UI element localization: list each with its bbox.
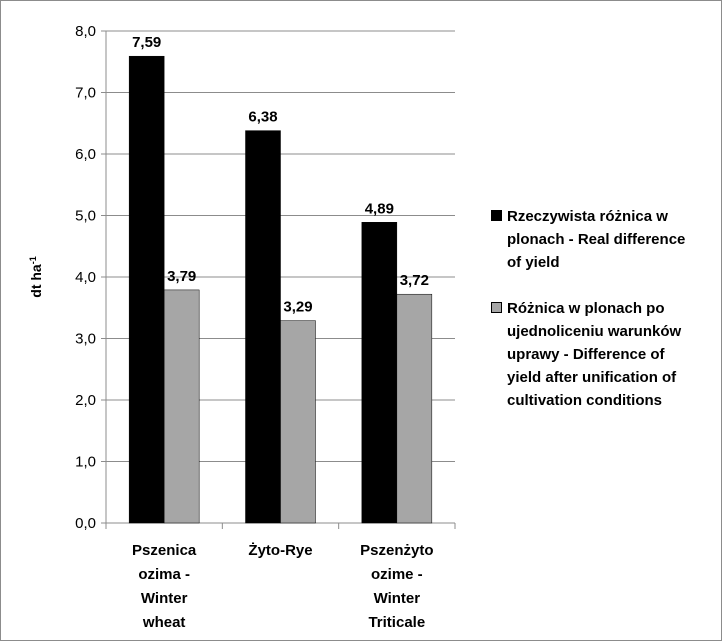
- y-tick-label: 2,0: [75, 392, 96, 409]
- legend-swatch-unified-difference: [491, 302, 502, 313]
- y-tick-label: 8,0: [75, 23, 96, 40]
- y-tick-label: 1,0: [75, 454, 96, 471]
- y-tick-label: 4,0: [75, 269, 96, 286]
- legend-item-unified-difference: Różnica w plonach po ujednoliceniu warunk…: [491, 297, 716, 412]
- legend-item-real-difference: Rzeczywista różnica w plonach - Real diff…: [491, 205, 716, 274]
- legend-label-real-difference: Rzeczywista różnica w plonach - Real diff…: [507, 208, 686, 271]
- legend-swatch-real-difference: [491, 210, 502, 221]
- bar: [163, 289, 200, 524]
- y-tick-label: 6,0: [75, 146, 96, 163]
- data-label: 7,59: [132, 34, 161, 51]
- bar: [361, 222, 398, 524]
- y-axis-label: dt ha-1: [28, 256, 44, 297]
- x-category-label: Żyto-Rye: [248, 542, 312, 559]
- y-tick-label: 5,0: [75, 208, 96, 225]
- legend-label-unified-difference: Różnica w plonach po ujednoliceniu warunk…: [507, 300, 682, 409]
- data-label: 3,29: [283, 299, 312, 316]
- y-tick-label: 3,0: [75, 331, 96, 348]
- data-label: 4,89: [365, 200, 394, 217]
- bar: [128, 55, 165, 524]
- x-category-label: Pszenica ozima -Winter wheat: [132, 542, 197, 631]
- bar: [245, 130, 281, 524]
- legend: Rzeczywista różnica w plonach - Real diff…: [491, 205, 716, 435]
- data-label: 3,72: [400, 272, 429, 289]
- data-label: 6,38: [248, 109, 277, 126]
- x-category-label: Pszenżyto ozime -Winter Triticale: [360, 542, 433, 631]
- bar: [396, 293, 433, 524]
- data-label: 3,79: [167, 268, 196, 285]
- y-tick-label: 0,0: [75, 515, 96, 532]
- y-tick-label: 7,0: [75, 85, 96, 102]
- bar: [280, 320, 316, 524]
